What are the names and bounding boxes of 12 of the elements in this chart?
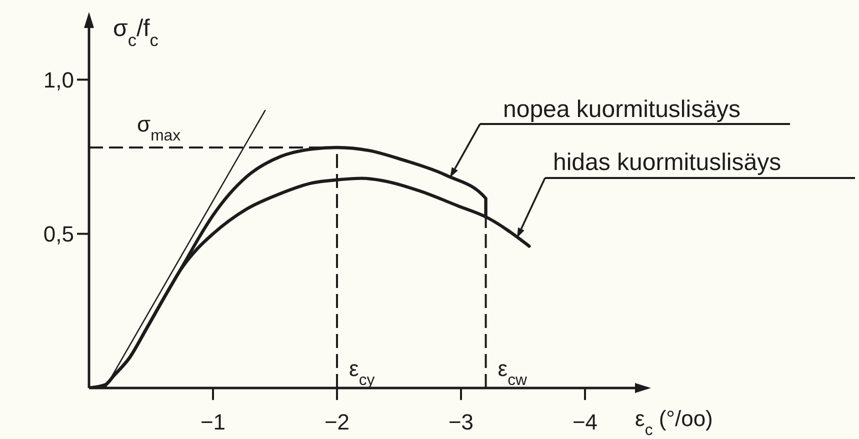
ref-line-label: ε$_{cw}$ <box>498 356 528 388</box>
text: nopea kuormituslisäys <box>503 96 740 123</box>
x-axis-title: ε$_{c}$ (°/oo) <box>635 406 713 438</box>
x-tick-label: −4 <box>572 410 598 435</box>
y-tick-label: 1,0 <box>43 67 74 92</box>
ref-line-label: σ$_{max}$ <box>137 112 181 144</box>
x-tick-label: −1 <box>200 410 226 435</box>
x-tick-label: −2 <box>324 410 350 435</box>
y-tick-label: 0,5 <box>43 222 74 247</box>
y-axis-title: σ$_{c}$/f$_{c}$ <box>113 15 159 50</box>
text: hidas kuormituslisäys <box>553 149 782 176</box>
x-tick-label: −3 <box>448 410 474 435</box>
